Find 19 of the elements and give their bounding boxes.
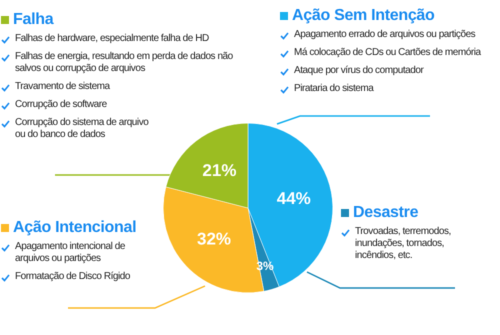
text: Pirataria do sistema	[294, 83, 374, 94]
data-label: 21%	[202, 160, 236, 180]
text: Corrupção do sistema de arquivo ou do banco de dados	[15, 117, 148, 140]
data-label: 32%	[197, 230, 232, 249]
text: Formatação de Disco Rígido	[15, 271, 130, 282]
legend-label: Ação Intencional	[13, 218, 136, 238]
text: Travamento de sistema	[15, 81, 110, 92]
text: Má colocação de CDs ou Cartões de memória	[294, 47, 481, 58]
text: Apagamento errado de arquivos ou partições	[294, 29, 476, 40]
data-label: 44%	[276, 188, 311, 208]
legend-label: Desastre	[353, 203, 418, 223]
legend-label: Falha	[13, 10, 54, 30]
text: Corrupção de software	[15, 99, 107, 110]
text: Apagamento intencional de arquivos ou partições	[15, 241, 125, 264]
text: Ataque por vírus do computador	[294, 65, 424, 76]
text: Trovoadas, terremodos, inundações, tornados, incêndios, etc.	[355, 226, 451, 261]
text: Falhas de energia, resultando em perda de dados não salvos ou corrupção de arquivos	[15, 51, 233, 74]
text: Falhas de hardware, especialmente falha de HD	[15, 33, 209, 44]
legend-label: Ação Sem Intenção	[292, 6, 435, 26]
